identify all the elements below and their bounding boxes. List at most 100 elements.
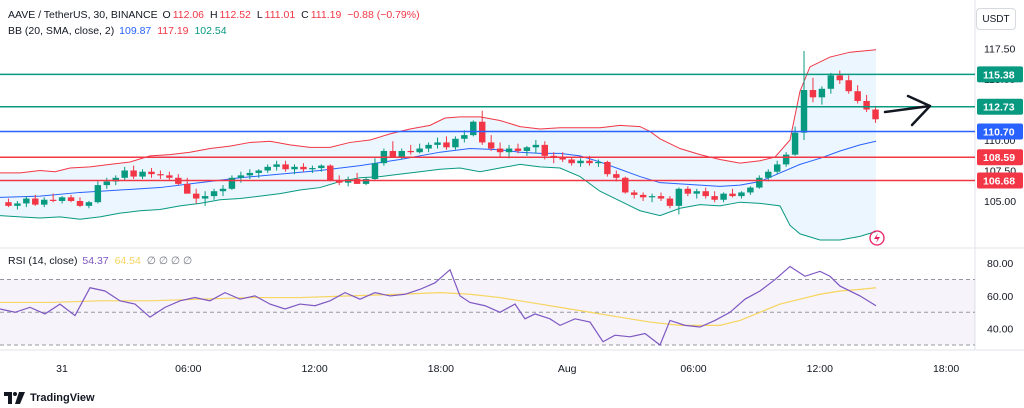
candle: [872, 105, 879, 123]
candle: [121, 166, 128, 181]
candle: [210, 188, 218, 200]
candle: [836, 70, 843, 84]
bb-legend: BB (20, SMA, close, 2) 109.87 117.19 102…: [8, 25, 230, 37]
candle-body: [157, 174, 164, 176]
candle: [327, 164, 334, 182]
bb-lower-line: [0, 163, 877, 241]
candle-body: [309, 168, 316, 170]
candle-body: [5, 202, 12, 206]
candle-body: [836, 75, 843, 81]
candle-body: [318, 165, 325, 169]
time-tick-label: 06:00: [680, 363, 706, 375]
candle-body: [273, 164, 280, 167]
candle: [246, 169, 254, 180]
candle: [23, 196, 30, 208]
price-tick-label: 105.00: [984, 196, 1016, 208]
candle-body: [228, 177, 236, 189]
time-tick-label: Aug: [558, 363, 577, 375]
candle: [264, 164, 271, 173]
candle-body: [32, 198, 39, 205]
candle: [76, 197, 84, 208]
ohlc-high-label: H: [209, 9, 218, 21]
candle-body: [398, 150, 405, 158]
candle-body: [425, 144, 432, 149]
candle: [32, 194, 39, 206]
candle: [85, 200, 93, 209]
candle-body: [255, 170, 262, 173]
candle-body: [613, 174, 620, 178]
candle-body: [166, 175, 173, 178]
candle-body: [568, 159, 575, 164]
candle-body: [577, 160, 584, 164]
bb-upper-value: 117.19: [157, 25, 189, 37]
candle: [693, 188, 700, 199]
candle-body: [246, 172, 254, 176]
level-price-label: 108.59: [983, 152, 1015, 164]
candle-body: [58, 197, 66, 201]
candle-body: [327, 165, 334, 181]
candle-body: [505, 148, 513, 153]
candle-body: [23, 198, 30, 204]
candle: [255, 169, 262, 178]
candle: [613, 170, 620, 182]
time-tick-label: 12:00: [807, 363, 833, 375]
candle: [49, 193, 57, 203]
candle: [318, 164, 325, 172]
candle: [514, 143, 522, 154]
candle-body: [693, 191, 700, 194]
candle: [595, 159, 602, 167]
candle-body: [237, 175, 245, 178]
candle: [94, 181, 102, 204]
candle: [818, 86, 826, 105]
candle: [568, 157, 575, 166]
candle: [58, 196, 66, 204]
price-tick-label: 117.50: [984, 44, 1015, 56]
tradingview-logo-icon: [4, 392, 25, 404]
candle-body: [514, 148, 522, 151]
rsi-value: 54.37: [82, 255, 109, 267]
time-tick-label: 18:00: [428, 363, 454, 375]
candle: [765, 169, 772, 182]
candle: [523, 146, 531, 156]
level-price-tag: [977, 149, 1023, 166]
candle-body: [461, 135, 468, 139]
candle-body: [192, 193, 200, 199]
level-price-label: 110.70: [983, 126, 1015, 138]
candle: [577, 158, 584, 167]
candle: [371, 158, 379, 181]
candle: [747, 186, 754, 195]
candle-body: [756, 177, 763, 188]
candle-body: [666, 198, 674, 206]
candle-body: [219, 188, 227, 192]
ohlc-close-value: 111.19: [310, 9, 342, 21]
symbol-legend: AAVE / TetherUS, 30, BINANCE O 112.06 H 11…: [8, 9, 422, 21]
currency-button[interactable]: USDT: [976, 8, 1016, 30]
candle-body: [85, 202, 93, 206]
candle-body: [300, 166, 307, 170]
candle-body: [264, 166, 271, 171]
candle-body: [675, 188, 683, 206]
bb-basis-value: 109.87: [119, 25, 152, 37]
candle-body: [845, 80, 852, 92]
candle: [487, 135, 495, 151]
candle: [425, 142, 432, 153]
candle: [184, 177, 191, 194]
candle: [800, 50, 808, 140]
flash-icon: [869, 230, 885, 246]
candle: [461, 130, 468, 143]
candle: [362, 177, 370, 186]
candle: [470, 120, 477, 137]
candle-body: [94, 185, 102, 203]
ohlc-high-value: 112.52: [219, 9, 251, 21]
rsi-ma-value: 64.54: [114, 255, 141, 267]
candle-body: [630, 192, 638, 195]
candle-body: [148, 171, 155, 175]
candle-body: [335, 180, 343, 183]
candle-body: [103, 181, 111, 186]
candle: [130, 165, 137, 180]
ohlc-low-value: 111.01: [264, 9, 296, 21]
symbol-name: AAVE / TetherUS, 30, BINANCE: [8, 9, 158, 21]
candle: [630, 190, 638, 199]
candle: [201, 191, 209, 206]
